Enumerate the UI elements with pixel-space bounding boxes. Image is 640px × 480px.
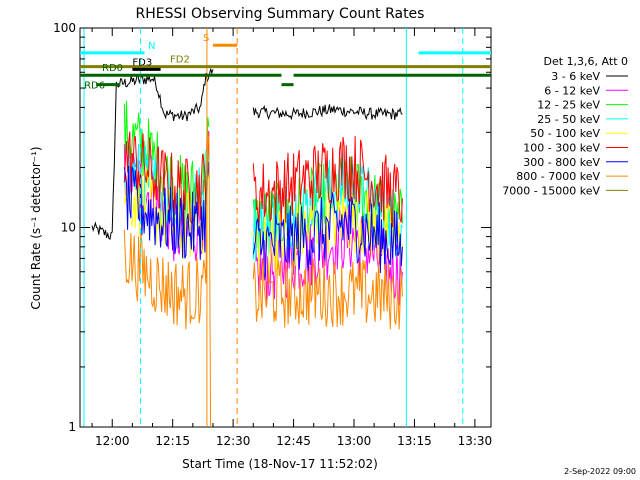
annotation-label: FD2 xyxy=(170,55,190,66)
series-layer xyxy=(91,68,403,428)
legend-title: Det 1,3,6, Att 0 xyxy=(544,55,628,68)
legend-entry: 50 - 100 keV xyxy=(530,127,628,140)
series-6-segment-0 xyxy=(123,161,210,260)
legend-label: 12 - 25 keV xyxy=(537,99,600,112)
x-tick-label: 12:15 xyxy=(155,434,190,448)
marker-lines xyxy=(83,28,464,427)
legend-label: 3 - 6 keV xyxy=(551,70,600,83)
x-axis-ticks: 12:00 12:15 12:30 12:45 13:00 13:15 13:30 xyxy=(91,28,493,448)
legend-entry: 800 - 7000 keV xyxy=(516,170,628,183)
series-0-segment-0 xyxy=(91,68,214,240)
annotation-rd0: RD0 xyxy=(80,63,491,77)
series-4-segment-1 xyxy=(252,188,403,277)
chart-title: RHESSI Observing Summary Count Rates xyxy=(136,6,425,22)
y-tick-label: 10 xyxy=(61,221,76,235)
legend-label: 300 - 800 keV xyxy=(523,156,600,169)
annotation-label: RD0 xyxy=(102,63,123,74)
series-6-segment-1 xyxy=(252,192,403,281)
x-tick-label: 13:00 xyxy=(337,434,372,448)
legend-entry: 25 - 50 keV xyxy=(537,113,628,126)
x-tick-label: 12:30 xyxy=(216,434,251,448)
timestamp: 2-Sep-2022 09:00 xyxy=(564,467,636,476)
x-tick-label: 12:45 xyxy=(276,434,311,448)
x-tick-label: 13:15 xyxy=(397,434,432,448)
series-0-segment-1 xyxy=(252,104,403,121)
series-7-segment-1 xyxy=(252,258,403,330)
attenuator-annotations: N S FD2 FD3 RD0 RD6 xyxy=(80,33,491,92)
annotation-label: FD3 xyxy=(132,57,152,68)
x-axis-title: Start Time (18-Nov-17 11:52:02) xyxy=(182,457,378,471)
annotation-label: N xyxy=(148,41,155,52)
y-tick-label: 1 xyxy=(68,420,76,434)
legend-label: 50 - 100 keV xyxy=(530,127,600,140)
annotation-fd3: FD3 xyxy=(132,57,161,71)
legend-entry: 6 - 12 keV xyxy=(544,84,628,97)
x-tick-label: 12:00 xyxy=(95,434,130,448)
series-3-segment-1 xyxy=(252,152,403,262)
legend-label: 800 - 7000 keV xyxy=(516,170,600,183)
legend-entry: 3 - 6 keV xyxy=(551,70,628,83)
series-7-segment-0 xyxy=(123,135,212,428)
legend-label: 25 - 50 keV xyxy=(537,113,600,126)
series-3-segment-0 xyxy=(123,143,210,236)
y-axis-title: Count Rate (s⁻¹ detector⁻¹) xyxy=(29,146,43,309)
legend-label: 7000 - 15000 keV xyxy=(502,184,600,197)
annotation-fd2: FD2 xyxy=(80,55,491,69)
series-5-segment-1 xyxy=(252,136,403,228)
legend-entry: 300 - 800 keV xyxy=(523,156,628,169)
y-tick-label: 100 xyxy=(53,21,76,35)
legend-entry: 12 - 25 keV xyxy=(537,99,628,112)
y-axis-ticks: 1 10 100 xyxy=(53,21,491,434)
series-6 xyxy=(123,161,403,281)
legend-entry: 7000 - 15000 keV xyxy=(502,184,628,197)
legend-entry: 100 - 300 keV xyxy=(523,142,628,155)
series-0 xyxy=(91,68,403,240)
annotation-label: RD6 xyxy=(84,81,105,92)
annotation-s: S xyxy=(203,33,238,47)
annotation-label: S xyxy=(203,33,209,44)
series-3 xyxy=(123,143,403,262)
annotation-n: N xyxy=(80,41,491,55)
legend-label: 100 - 300 keV xyxy=(523,142,600,155)
annotation-rd6: RD6 xyxy=(84,81,294,92)
series-1-segment-1 xyxy=(252,204,403,306)
legend-label: 6 - 12 keV xyxy=(544,84,600,97)
series-7 xyxy=(123,135,403,428)
x-tick-label: 13:30 xyxy=(458,434,493,448)
